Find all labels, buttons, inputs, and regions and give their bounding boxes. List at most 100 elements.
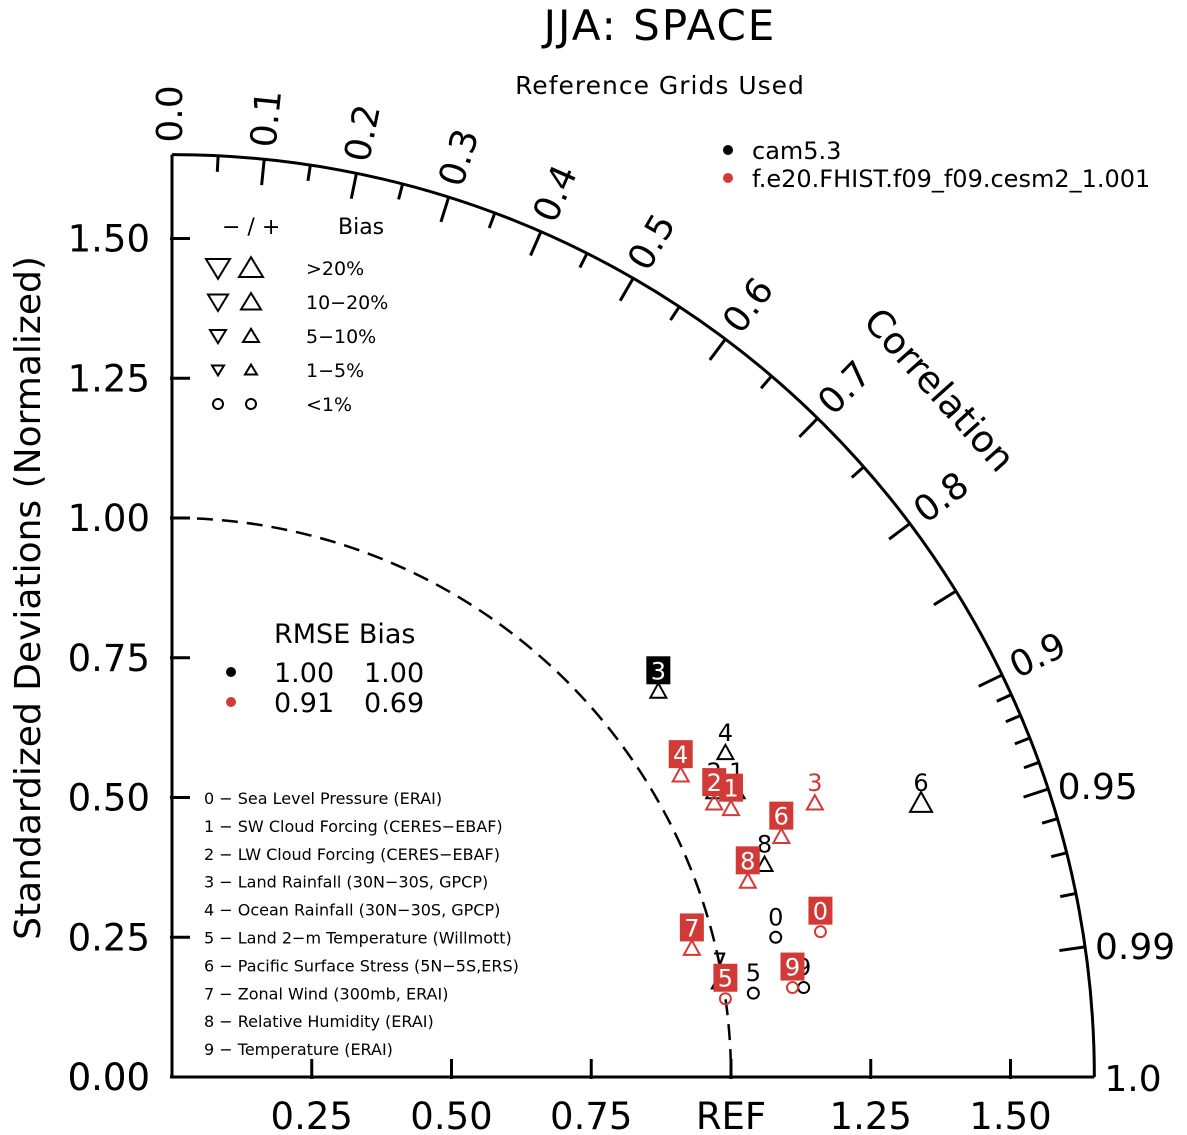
correlation-tick: [708, 338, 727, 361]
data-point-marker: [805, 793, 825, 811]
correlation-label: 0.95: [1058, 767, 1138, 808]
correlation-tick: [260, 159, 266, 186]
correlation-tick: [487, 212, 497, 229]
data-point-marker: [704, 793, 724, 811]
data-point-label: 0: [813, 898, 828, 926]
chart-subtitle: Reference Grids Used: [515, 71, 805, 100]
data-point-label: 3: [651, 657, 666, 685]
correlation-tick: [669, 305, 681, 321]
data-point-label: 6: [913, 769, 928, 797]
data-point-marker: [908, 790, 934, 813]
correlation-tick: [215, 155, 220, 172]
y-tick-label: 0.50: [68, 777, 150, 820]
variable-legend-item: 2 − LW Cloud Forcing (CERES−EBAF): [204, 845, 500, 864]
data-point-label: 4: [673, 741, 688, 769]
bias-legend-row: 5−10%: [306, 326, 376, 348]
series-legend-dot: [723, 173, 733, 183]
stats-bias: 1.00: [364, 658, 424, 689]
x-tick-label: 1.25: [830, 1095, 912, 1135]
series-legend-label: f.e20.FHIST.f09_f09.cesm2_1.001: [752, 165, 1150, 193]
variable-legend-item: 6 − Pacific Surface Stress (5N−5S,ERS): [204, 956, 519, 975]
data-point-marker: [754, 854, 775, 872]
x-tick-label: 0.50: [410, 1095, 492, 1135]
bias-legend-row: 1−5%: [306, 360, 364, 382]
stats-header: RMSE Bias: [274, 619, 415, 650]
stats-dot: [226, 667, 236, 677]
correlation-label: 0.4: [526, 159, 586, 228]
data-point-marker: [670, 765, 691, 783]
data-point-marker: [769, 930, 783, 944]
data-point-label-box: [702, 768, 727, 797]
correlation-tick: [439, 196, 451, 223]
correlation-tick: [978, 673, 1003, 688]
correlation-label: 0.0: [150, 85, 191, 142]
data-point-marker: [718, 992, 732, 1006]
y-tick-label-origin: 0.00: [68, 1056, 150, 1099]
y-tick-label: 1.00: [68, 497, 150, 540]
data-point-label: 0: [768, 903, 783, 931]
bias-legend-row: <1%: [306, 394, 352, 416]
data-point-label-box: [646, 656, 671, 685]
stats-bias: 0.69: [364, 688, 424, 719]
data-point-label-box: [668, 740, 693, 769]
correlation-tick: [1059, 891, 1077, 899]
correlation-tick: [1023, 760, 1040, 770]
correlation-label: 0.99: [1095, 927, 1175, 968]
data-point-marker: [721, 798, 741, 817]
data-point-marker: [797, 981, 811, 995]
correlation-tick: [1059, 945, 1086, 953]
data-point-marker: [771, 826, 792, 845]
data-point-marker: [738, 871, 758, 889]
bias-up-triangle: [237, 255, 265, 278]
data-point-marker: [648, 681, 669, 699]
y-tick-label: 1.25: [68, 357, 150, 400]
bias-down-triangle: [210, 364, 226, 378]
bias-circle: [212, 398, 224, 410]
data-point-marker: [785, 981, 799, 995]
correlation-tick: [996, 693, 1012, 703]
correlation-tick: [1005, 714, 1022, 724]
correlation-tick: [618, 277, 635, 302]
stats-rmse: 1.00: [274, 658, 334, 689]
correlation-label: 0.3: [431, 124, 487, 191]
data-point-label-box: [713, 963, 738, 992]
data-point-marker: [715, 742, 736, 761]
stats-dot: [226, 697, 236, 707]
bias-down-triangle: [206, 293, 230, 313]
bias-up-triangle: [239, 291, 263, 311]
correlation-tick: [306, 164, 312, 182]
data-point-label: 8: [740, 847, 755, 875]
x-tick-label: 0.75: [550, 1095, 632, 1135]
axes-layer: 0.000.250.500.751.001.251.500.25 0.50 0.75…: [8, 85, 1175, 1135]
data-point-marker: [682, 938, 702, 956]
correlation-tick: [798, 417, 819, 438]
x-tick-label: 1.50: [969, 1095, 1051, 1135]
bias-down-triangle: [204, 258, 232, 281]
bias-up-triangle: [243, 362, 259, 376]
legend-layer: cam5.3f.e20.FHIST.f09_f09.cesm2_1.001 − /…: [204, 137, 1150, 1059]
correlation-tick: [1041, 817, 1058, 825]
correlation-tick: [578, 252, 589, 269]
correlation-tick: [1050, 851, 1068, 859]
x-tick-label: REF: [696, 1095, 766, 1135]
data-point-label-box: [679, 913, 704, 942]
correlation-title: Correlation: [855, 300, 1023, 481]
data-point-label: 8: [757, 831, 772, 859]
data-point-label: 1: [723, 775, 738, 803]
stats-rmse: 0.91: [274, 688, 334, 719]
correlation-tick: [933, 589, 957, 607]
correlation-tick: [1023, 787, 1049, 799]
correlation-label: 0.5: [620, 207, 684, 277]
bias-legend-row: 10−20%: [306, 292, 388, 314]
data-point-label: 5: [718, 965, 733, 993]
data-point-label: 6: [774, 803, 789, 831]
correlation-arc: [171, 153, 1096, 1078]
series-legend-dot: [723, 145, 733, 155]
correlation-label: 1.0: [1104, 1059, 1161, 1100]
series-legend-label: cam5.3: [752, 137, 841, 165]
correlation-tick: [397, 183, 405, 200]
correlation-tick: [759, 375, 773, 390]
correlation-tick: [349, 172, 358, 200]
variable-legend-item: 7 − Zonal Wind (300mb, ERAI): [204, 984, 448, 1003]
